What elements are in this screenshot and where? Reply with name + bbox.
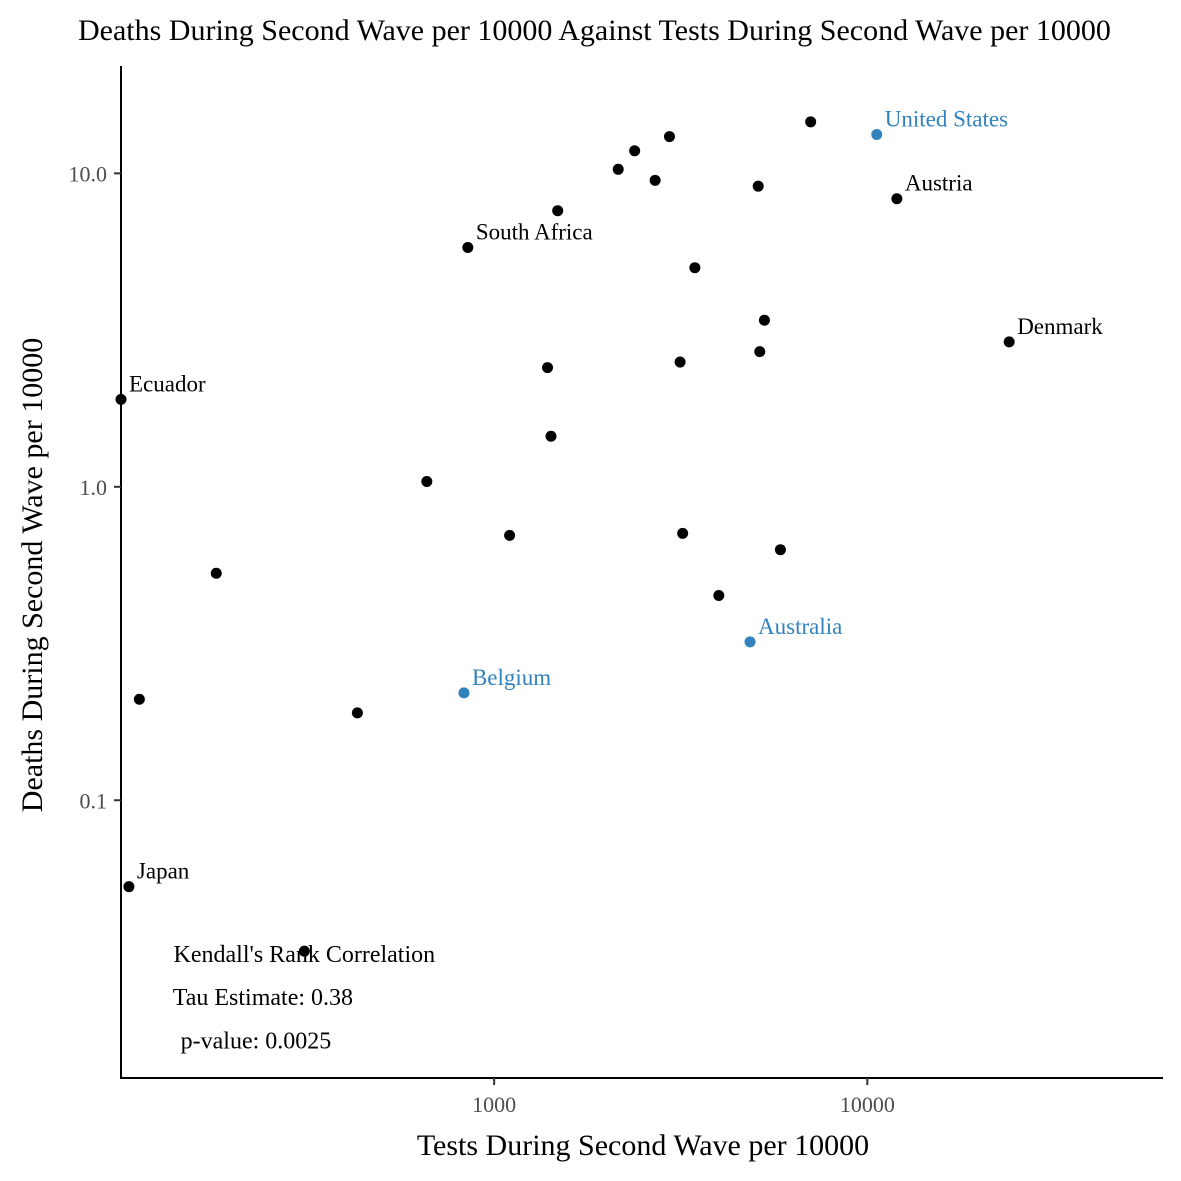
correlation-annotation: Tau Estimate: 0.38 xyxy=(173,985,353,1011)
y-axis-title: Deaths During Second Wave per 10000 xyxy=(16,338,49,812)
data-point xyxy=(758,314,770,326)
data-point xyxy=(545,430,557,442)
y-tick-label: 1.0 xyxy=(80,475,108,500)
data-point xyxy=(612,163,624,175)
y-tick-label: 0.1 xyxy=(80,788,108,813)
point-belgium xyxy=(458,687,470,699)
data-point xyxy=(754,346,766,358)
data-point xyxy=(552,205,564,217)
data-point xyxy=(421,475,433,487)
data-point xyxy=(663,131,675,143)
x-axis-title: Tests During Second Wave per 10000 xyxy=(417,1129,869,1162)
point-label: Ecuador xyxy=(129,371,206,396)
point-label: Japan xyxy=(137,859,190,884)
data-point xyxy=(542,362,554,374)
point-austria xyxy=(891,193,903,205)
point-south-africa xyxy=(462,241,474,253)
data-point xyxy=(504,529,516,541)
data-point xyxy=(805,116,817,128)
data-point xyxy=(689,262,701,274)
x-tick-label: 10000 xyxy=(840,1092,895,1117)
point-united-states xyxy=(871,129,883,141)
data-point xyxy=(649,174,661,186)
data-point xyxy=(713,590,725,602)
point-label: Australia xyxy=(758,614,842,639)
point-label: Austria xyxy=(905,171,973,196)
data-point xyxy=(677,527,689,539)
data-point xyxy=(774,544,786,556)
data-point xyxy=(351,707,363,719)
data-point xyxy=(133,693,145,705)
point-ecuador xyxy=(115,393,127,405)
point-label: South Africa xyxy=(476,219,593,244)
x-tick-label: 1000 xyxy=(472,1092,516,1117)
y-tick-label: 10.0 xyxy=(69,161,108,186)
point-label: United States xyxy=(885,107,1008,132)
point-japan xyxy=(123,881,135,893)
chart-title: Deaths During Second Wave per 10000 Agai… xyxy=(78,14,1111,47)
point-australia xyxy=(744,636,756,648)
point-label: Denmark xyxy=(1017,314,1103,339)
point-label: Belgium xyxy=(472,665,551,690)
point-denmark xyxy=(1003,336,1015,348)
data-point xyxy=(298,945,310,957)
correlation-annotation: p-value: 0.0025 xyxy=(181,1029,332,1055)
data-point xyxy=(752,180,764,192)
data-point xyxy=(210,567,222,579)
plot-area: 1000 10000 0.1 1.0 10.0 United States Austria S… xyxy=(69,66,1163,1117)
data-point xyxy=(674,356,686,368)
data-point xyxy=(629,145,641,157)
correlation-annotation: Kendall's Rank Correlation xyxy=(174,942,436,968)
